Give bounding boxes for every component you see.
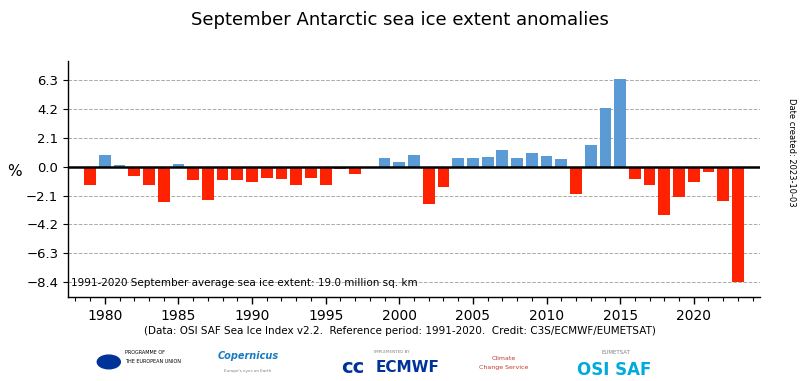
Y-axis label: %: % xyxy=(8,164,22,179)
Bar xyxy=(497,150,508,167)
Bar xyxy=(246,167,258,182)
Bar xyxy=(128,167,140,176)
Bar xyxy=(511,158,523,167)
Bar xyxy=(467,158,478,167)
Bar xyxy=(644,167,655,184)
Bar xyxy=(629,167,641,179)
Bar xyxy=(438,167,450,187)
Bar xyxy=(673,167,685,197)
Bar xyxy=(231,167,243,181)
Bar xyxy=(394,162,405,167)
Bar xyxy=(718,167,729,201)
Text: PROGRAMME OF: PROGRAMME OF xyxy=(125,350,165,355)
Bar xyxy=(334,167,346,169)
Bar xyxy=(143,167,155,184)
Text: Europe's eyes on Earth: Europe's eyes on Earth xyxy=(224,370,272,373)
Text: OSI SAF: OSI SAF xyxy=(577,360,651,379)
Text: Copernicus: Copernicus xyxy=(218,351,278,361)
Bar xyxy=(217,167,229,181)
Text: EUMETSAT: EUMETSAT xyxy=(602,350,630,355)
Bar xyxy=(732,167,744,282)
Bar xyxy=(202,167,214,200)
Bar xyxy=(261,167,273,178)
Bar xyxy=(541,156,552,167)
Bar xyxy=(158,167,170,202)
Bar xyxy=(702,167,714,171)
Bar xyxy=(275,167,287,179)
Circle shape xyxy=(98,355,120,369)
Text: (Data: OSI SAF Sea Ice Index v2.2.  Reference period: 1991-2020.  Credit: C3S/EC: (Data: OSI SAF Sea Ice Index v2.2. Refer… xyxy=(144,326,656,336)
Bar xyxy=(187,167,199,181)
Bar xyxy=(688,167,700,182)
Bar xyxy=(423,167,434,204)
Bar xyxy=(350,167,361,174)
Text: 1991-2020 September average sea ice extent: 19.0 million sq. km: 1991-2020 September average sea ice exte… xyxy=(71,278,418,288)
Bar xyxy=(305,167,317,178)
Bar xyxy=(408,155,420,167)
Bar xyxy=(585,146,597,167)
Text: September Antarctic sea ice extent anomalies: September Antarctic sea ice extent anoma… xyxy=(191,11,609,29)
Text: Date created: 2023-10-03: Date created: 2023-10-03 xyxy=(787,98,796,207)
Bar xyxy=(482,157,494,167)
Bar xyxy=(114,165,126,167)
Text: THE EUROPEAN UNION: THE EUROPEAN UNION xyxy=(125,359,181,365)
Bar xyxy=(378,158,390,167)
Text: cc: cc xyxy=(342,358,365,377)
Text: ECMWF: ECMWF xyxy=(375,360,439,375)
Bar xyxy=(84,167,96,184)
Text: IMPLEMENTED BY: IMPLEMENTED BY xyxy=(374,351,410,354)
Bar xyxy=(658,167,670,215)
Bar xyxy=(320,167,331,184)
Bar xyxy=(452,158,464,167)
Bar xyxy=(526,153,538,167)
Bar xyxy=(599,108,611,167)
Bar xyxy=(99,155,110,167)
Text: Climate: Climate xyxy=(492,355,516,361)
Bar xyxy=(290,167,302,184)
Bar xyxy=(614,79,626,167)
Text: Change Service: Change Service xyxy=(479,365,529,370)
Bar xyxy=(570,167,582,194)
Bar xyxy=(173,164,184,167)
Bar xyxy=(555,159,567,167)
